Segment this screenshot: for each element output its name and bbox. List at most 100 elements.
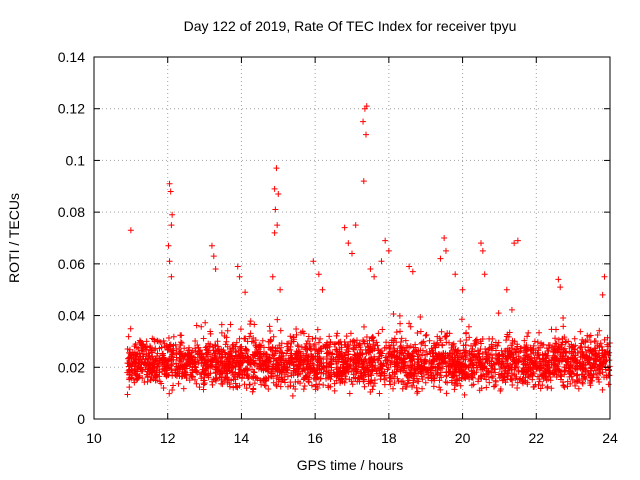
y-tick-label: 0.14	[58, 49, 85, 65]
data-point	[303, 373, 310, 380]
data-point	[399, 385, 406, 392]
data-point	[374, 342, 381, 349]
data-point	[132, 356, 139, 363]
data-point	[475, 378, 482, 385]
data-point	[309, 354, 316, 361]
data-point	[355, 360, 362, 367]
data-point	[127, 227, 134, 234]
data-point	[591, 338, 598, 345]
data-point	[196, 354, 203, 361]
data-point	[413, 384, 420, 391]
data-point	[496, 352, 503, 359]
data-point	[214, 367, 221, 374]
data-point	[310, 258, 317, 265]
data-point	[224, 379, 231, 386]
data-point	[241, 381, 248, 388]
data-point	[214, 338, 221, 345]
data-point	[132, 371, 139, 378]
data-point	[181, 345, 188, 352]
data-point	[289, 392, 296, 399]
data-point	[532, 359, 539, 366]
data-point	[320, 381, 327, 388]
data-point	[511, 372, 518, 379]
data-point	[596, 379, 603, 386]
data-point	[161, 340, 168, 347]
data-point	[584, 367, 591, 374]
data-point	[367, 362, 374, 369]
data-point	[187, 361, 194, 368]
data-point	[266, 358, 273, 365]
data-point	[512, 346, 519, 353]
data-point	[279, 349, 286, 356]
data-point	[278, 340, 285, 347]
data-point	[270, 366, 277, 373]
data-point	[468, 374, 475, 381]
data-point	[311, 341, 318, 348]
data-point	[233, 359, 240, 366]
data-point	[166, 180, 173, 187]
data-point	[417, 314, 424, 321]
data-point	[381, 370, 388, 377]
data-point	[415, 370, 422, 377]
data-point	[406, 263, 413, 270]
data-point	[605, 381, 612, 388]
data-point	[496, 365, 503, 372]
data-point	[271, 185, 278, 192]
data-point	[480, 371, 487, 378]
data-point	[142, 361, 149, 368]
data-point	[498, 361, 505, 368]
data-point	[435, 352, 442, 359]
data-point	[566, 343, 573, 350]
data-point	[262, 365, 269, 372]
data-point	[284, 383, 291, 390]
data-point	[514, 379, 521, 386]
data-point	[601, 273, 608, 280]
data-point	[271, 229, 278, 236]
data-point	[514, 385, 521, 392]
data-point	[188, 353, 195, 360]
data-point	[547, 374, 554, 381]
data-point	[131, 343, 138, 350]
data-point	[313, 346, 320, 353]
data-point	[192, 338, 199, 345]
data-point	[399, 347, 406, 354]
data-point	[581, 354, 588, 361]
data-point	[464, 373, 471, 380]
data-point	[451, 347, 458, 354]
data-point	[586, 372, 593, 379]
data-point	[134, 366, 141, 373]
data-point	[469, 345, 476, 352]
data-point	[169, 387, 176, 394]
data-point	[253, 374, 260, 381]
data-point	[436, 384, 443, 391]
data-point	[600, 360, 607, 367]
data-point	[395, 378, 402, 385]
data-point	[312, 386, 319, 393]
data-point	[566, 364, 573, 371]
data-point	[442, 359, 449, 366]
data-point	[160, 355, 167, 362]
data-point	[410, 379, 417, 386]
data-point	[402, 384, 409, 391]
data-point	[406, 374, 413, 381]
data-point	[540, 356, 547, 363]
data-point	[137, 338, 144, 345]
data-point	[514, 237, 521, 244]
data-point	[297, 380, 304, 387]
y-tick-label: 0.04	[58, 308, 85, 324]
data-point	[154, 377, 161, 384]
data-point	[601, 374, 608, 381]
data-point	[160, 337, 167, 344]
data-point	[599, 359, 606, 366]
data-point	[459, 366, 466, 373]
x-tick-label: 16	[307, 430, 323, 446]
data-point	[457, 350, 464, 357]
data-point	[586, 380, 593, 387]
data-point	[232, 380, 239, 387]
data-point	[504, 345, 511, 352]
data-point	[125, 333, 132, 340]
data-point	[576, 360, 583, 367]
data-point	[597, 362, 604, 369]
data-point	[606, 372, 613, 379]
data-point	[544, 383, 551, 390]
